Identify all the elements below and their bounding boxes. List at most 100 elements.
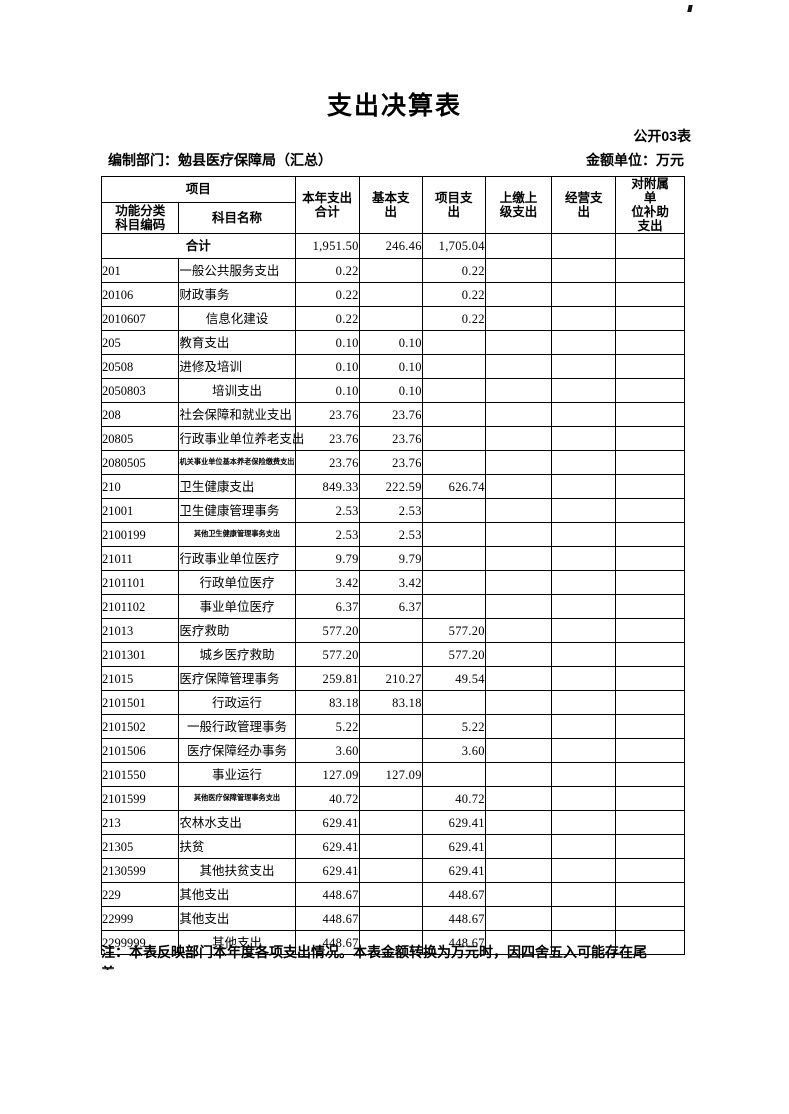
row-subject-name: 卫生健康管理事务: [178, 498, 296, 523]
row-value-3: [484, 810, 553, 835]
row-value-4: [551, 498, 617, 523]
row-value-1: [358, 258, 423, 283]
page-title: 支出决算表: [326, 92, 462, 120]
table-body: 合计 1,951.50 246.46 1,705.04 201 一般公共服务支出 0.22 0…: [100, 233, 685, 955]
row-subject-name: 事业运行: [178, 762, 296, 787]
row-subject-name: 行政事业单位养老支出: [178, 426, 304, 451]
row-code: 21001: [100, 498, 180, 523]
row-value-2: [421, 594, 486, 619]
row-value-2: 448.67: [421, 930, 486, 955]
row-value-5: [615, 474, 685, 499]
row-code: 213: [100, 810, 180, 835]
table-row: 2080505 机关事业单位基本养老保险缴费支出 23.76 23.76: [100, 450, 685, 475]
table-row: 2101550 事业运行 127.09 127.09: [100, 762, 685, 787]
row-value-2: [421, 354, 486, 379]
row-value-5: [615, 378, 685, 403]
header-col-subject-name: 科目名称: [178, 201, 296, 235]
row-value-5: [615, 258, 685, 283]
row-value-3: [484, 930, 553, 955]
row-code: 201: [100, 258, 180, 283]
row-subject-name: 信息化建设: [178, 306, 296, 331]
row-value-0: 448.67: [294, 930, 360, 955]
table-row: 21001 卫生健康管理事务 2.53 2.53: [100, 498, 685, 523]
row-value-5: [615, 810, 685, 835]
row-code: 2101301: [100, 642, 180, 667]
row-value-4: [551, 930, 617, 955]
row-value-5: [615, 642, 685, 667]
row-value-4: [551, 570, 617, 595]
row-value-3: [484, 306, 553, 331]
row-value-1: [358, 858, 423, 883]
row-value-5: [615, 282, 685, 307]
row-value-0: 6.37: [294, 594, 360, 619]
row-value-1: 0.10: [358, 378, 423, 403]
table-row: 205 教育支出 0.10 0.10: [100, 330, 685, 355]
row-subject-name: 培训支出: [178, 378, 296, 403]
row-value-2: 49.54: [421, 666, 486, 691]
row-subject-name: 教育支出: [178, 330, 296, 355]
table-row: 22999 其他支出 448.67 448.67: [100, 906, 685, 931]
table-row: 2101101 行政单位医疗 3.42 3.42: [100, 570, 685, 595]
row-code: 2101101: [100, 570, 180, 595]
footer-note-line1: 注：本表反映部门本年度各项支出情况。本表金额转换为万元时，因四舍五入可能存在尾: [101, 944, 647, 960]
row-value-2: [421, 498, 486, 523]
table-row: 208 社会保障和就业支出 23.76 23.76: [100, 402, 685, 427]
row-subject-name: 行政单位医疗: [178, 570, 296, 595]
row-value-0: 0.22: [294, 258, 360, 283]
row-code: 20508: [100, 354, 180, 379]
row-code: 208: [100, 402, 180, 427]
row-code: 2101550: [100, 762, 180, 787]
table-row: 2010607 信息化建设 0.22 0.22: [100, 306, 685, 331]
row-value-0: 448.67: [294, 906, 360, 931]
row-value-0: 40.72: [294, 786, 360, 811]
row-value-0: 127.09: [294, 762, 360, 787]
row-code: 229: [100, 882, 180, 907]
row-value-0: 23.76: [294, 450, 360, 475]
row-value-0: 0.22: [294, 282, 360, 307]
row-code: 2100199: [100, 522, 180, 547]
row-value-3: [484, 906, 553, 931]
document-meta: 编制部门：勉县医疗保障局（汇总） 金额单位：万元: [108, 150, 684, 170]
row-value-0: 577.20: [294, 642, 360, 667]
row-value-3: [484, 762, 553, 787]
row-value-4: [551, 402, 617, 427]
row-subject-name: 医疗救助: [178, 618, 296, 643]
row-code: 20106: [100, 282, 180, 307]
table-row: 21305 扶贫 629.41 629.41: [100, 834, 685, 859]
total-label: 合计: [101, 233, 296, 259]
table-header: 项目 本年支出 合计 基本支出 项目支出 上缴上 级支出 经营支出 对附属单位补助支…: [100, 176, 685, 235]
row-value-4: [551, 762, 617, 787]
row-value-0: 849.33: [294, 474, 360, 499]
table-row: 201 一般公共服务支出 0.22 0.22: [100, 258, 685, 283]
row-value-4: [551, 330, 617, 355]
row-code: 22999: [100, 906, 180, 931]
row-value-3: [484, 474, 553, 499]
row-code: 2010607: [100, 306, 180, 331]
table-row: 2101502 一般行政管理事务 5.22 5.22: [100, 714, 685, 739]
table-row: 20106 财政事务 0.22 0.22: [100, 282, 685, 307]
total-value-0: 1,951.50: [294, 233, 360, 259]
row-value-5: [615, 522, 685, 547]
header-col-basic-expenditure: 基本支出: [358, 176, 423, 234]
row-value-2: 629.41: [421, 810, 486, 835]
row-code: 2050803: [100, 378, 180, 403]
row-value-3: [484, 666, 553, 691]
row-value-0: 23.76: [294, 402, 360, 427]
row-value-3: [484, 330, 553, 355]
row-value-4: [551, 618, 617, 643]
table-row: 2100199 其他卫生健康管理事务支出 2.53 2.53: [100, 522, 685, 547]
row-value-0: 0.22: [294, 306, 360, 331]
row-value-3: [484, 834, 553, 859]
table-row: 21013 医疗救助 577.20 577.20: [100, 618, 685, 643]
table-row: 213 农林水支出 629.41 629.41: [100, 810, 685, 835]
row-value-0: 629.41: [294, 858, 360, 883]
total-value-2: 1,705.04: [421, 233, 486, 259]
header-col-subsidy-to-affiliated-units: 对附属单位补助 支出: [615, 176, 685, 234]
row-value-4: [551, 714, 617, 739]
row-code: 20805: [100, 426, 180, 451]
row-value-0: 2.53: [294, 522, 360, 547]
row-value-5: [615, 426, 685, 451]
row-subject-name: 事业单位医疗: [178, 594, 296, 619]
row-value-5: [615, 762, 685, 787]
row-value-4: [551, 882, 617, 907]
